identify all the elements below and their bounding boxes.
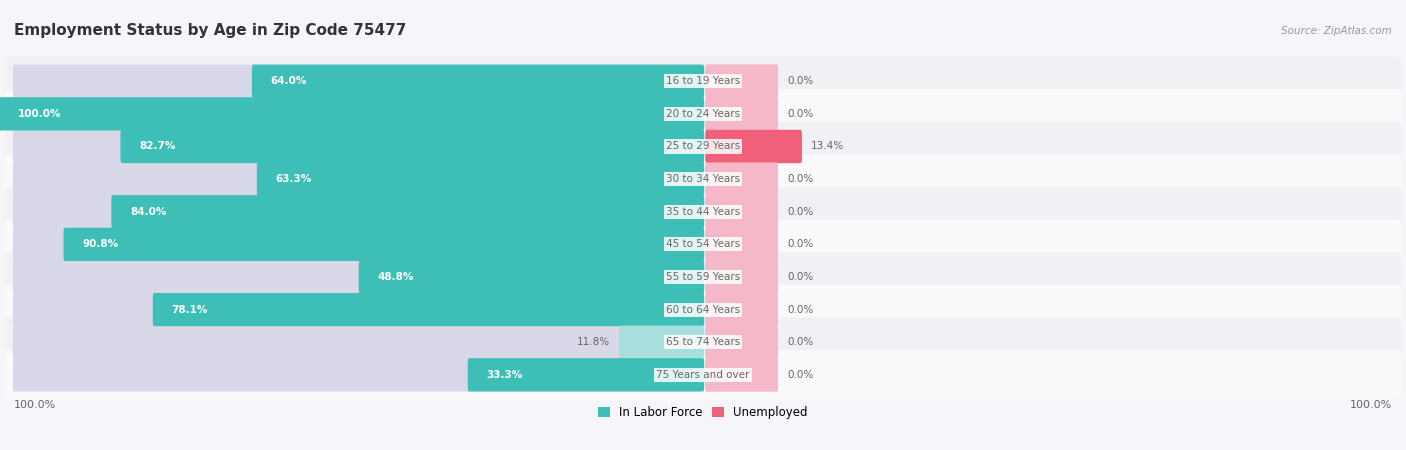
FancyBboxPatch shape [111, 195, 704, 228]
FancyBboxPatch shape [13, 162, 700, 196]
FancyBboxPatch shape [359, 261, 704, 293]
Text: 48.8%: 48.8% [377, 272, 413, 282]
FancyBboxPatch shape [6, 154, 1400, 204]
FancyBboxPatch shape [706, 228, 778, 261]
Text: 0.0%: 0.0% [787, 337, 814, 347]
Text: 60 to 64 Years: 60 to 64 Years [666, 305, 740, 315]
Text: 0.0%: 0.0% [787, 174, 814, 184]
FancyBboxPatch shape [706, 326, 778, 359]
Text: 20 to 24 Years: 20 to 24 Years [666, 109, 740, 119]
FancyBboxPatch shape [706, 358, 778, 392]
Text: 45 to 54 Years: 45 to 54 Years [666, 239, 740, 249]
FancyBboxPatch shape [6, 350, 1400, 400]
FancyBboxPatch shape [706, 228, 778, 261]
FancyBboxPatch shape [6, 89, 1400, 139]
FancyBboxPatch shape [13, 228, 700, 261]
FancyBboxPatch shape [706, 162, 778, 196]
FancyBboxPatch shape [6, 220, 1400, 269]
FancyBboxPatch shape [706, 195, 778, 228]
Legend: In Labor Force, Unemployed: In Labor Force, Unemployed [593, 401, 813, 424]
FancyBboxPatch shape [13, 358, 700, 392]
FancyBboxPatch shape [706, 130, 801, 163]
Text: 11.8%: 11.8% [576, 337, 610, 347]
Text: Source: ZipAtlas.com: Source: ZipAtlas.com [1281, 26, 1392, 36]
Text: 13.4%: 13.4% [811, 141, 845, 152]
Text: 65 to 74 Years: 65 to 74 Years [666, 337, 740, 347]
Text: 55 to 59 Years: 55 to 59 Years [666, 272, 740, 282]
FancyBboxPatch shape [706, 65, 778, 98]
FancyBboxPatch shape [13, 293, 700, 326]
Text: 84.0%: 84.0% [131, 207, 166, 217]
FancyBboxPatch shape [706, 65, 778, 98]
FancyBboxPatch shape [468, 358, 704, 392]
Text: 30 to 34 Years: 30 to 34 Years [666, 174, 740, 184]
FancyBboxPatch shape [706, 162, 778, 196]
Text: 63.3%: 63.3% [276, 174, 312, 184]
FancyBboxPatch shape [13, 326, 700, 359]
FancyBboxPatch shape [706, 261, 778, 293]
Text: 90.8%: 90.8% [83, 239, 118, 249]
FancyBboxPatch shape [63, 228, 704, 261]
Text: 16 to 19 Years: 16 to 19 Years [666, 76, 740, 86]
Text: 82.7%: 82.7% [139, 141, 176, 152]
Text: 100.0%: 100.0% [1350, 400, 1392, 410]
FancyBboxPatch shape [706, 358, 778, 392]
FancyBboxPatch shape [706, 97, 778, 130]
Text: 100.0%: 100.0% [17, 109, 60, 119]
FancyBboxPatch shape [13, 97, 700, 130]
FancyBboxPatch shape [6, 56, 1400, 106]
FancyBboxPatch shape [13, 261, 700, 293]
Text: 0.0%: 0.0% [787, 239, 814, 249]
FancyBboxPatch shape [13, 130, 700, 163]
FancyBboxPatch shape [706, 261, 778, 293]
FancyBboxPatch shape [706, 195, 778, 228]
Text: 0.0%: 0.0% [787, 76, 814, 86]
FancyBboxPatch shape [6, 122, 1400, 171]
FancyBboxPatch shape [13, 65, 700, 98]
FancyBboxPatch shape [706, 326, 778, 359]
FancyBboxPatch shape [6, 252, 1400, 302]
FancyBboxPatch shape [706, 130, 801, 163]
Text: Employment Status by Age in Zip Code 75477: Employment Status by Age in Zip Code 754… [14, 23, 406, 38]
Text: 0.0%: 0.0% [787, 109, 814, 119]
FancyBboxPatch shape [6, 187, 1400, 237]
FancyBboxPatch shape [706, 293, 778, 326]
Text: 0.0%: 0.0% [787, 207, 814, 217]
Text: 100.0%: 100.0% [14, 400, 56, 410]
FancyBboxPatch shape [619, 326, 704, 359]
FancyBboxPatch shape [6, 285, 1400, 334]
FancyBboxPatch shape [706, 97, 778, 130]
FancyBboxPatch shape [13, 195, 700, 228]
FancyBboxPatch shape [0, 97, 704, 130]
FancyBboxPatch shape [6, 317, 1400, 367]
Text: 33.3%: 33.3% [486, 370, 523, 380]
Text: 0.0%: 0.0% [787, 272, 814, 282]
Text: 64.0%: 64.0% [271, 76, 307, 86]
FancyBboxPatch shape [121, 130, 704, 163]
Text: 35 to 44 Years: 35 to 44 Years [666, 207, 740, 217]
Text: 25 to 29 Years: 25 to 29 Years [666, 141, 740, 152]
Text: 75 Years and over: 75 Years and over [657, 370, 749, 380]
Text: 0.0%: 0.0% [787, 305, 814, 315]
FancyBboxPatch shape [252, 65, 704, 98]
FancyBboxPatch shape [153, 293, 704, 326]
Text: 78.1%: 78.1% [172, 305, 208, 315]
Text: 0.0%: 0.0% [787, 370, 814, 380]
FancyBboxPatch shape [257, 162, 704, 196]
FancyBboxPatch shape [706, 293, 778, 326]
